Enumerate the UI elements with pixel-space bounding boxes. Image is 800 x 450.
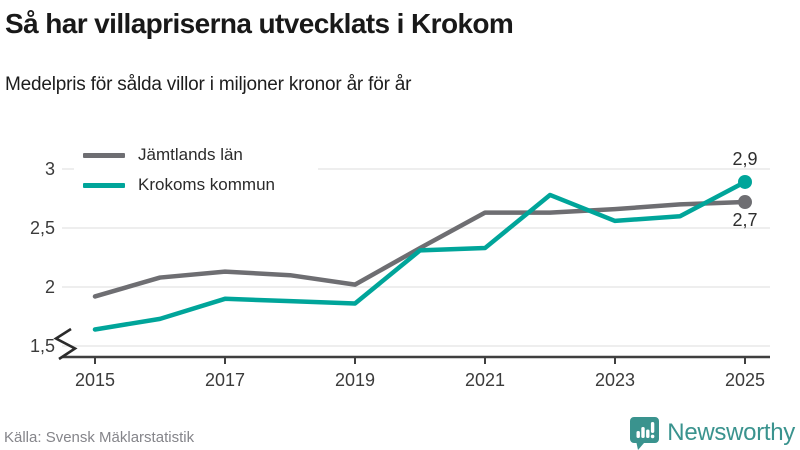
x-tick-label: 2015 — [75, 370, 115, 390]
x-tick-label: 2019 — [335, 370, 375, 390]
x-tick-label: 2021 — [465, 370, 505, 390]
y-tick-label: 3 — [45, 159, 55, 179]
x-tick-label: 2023 — [595, 370, 635, 390]
y-tick-label: 1,5 — [30, 336, 55, 356]
legend-backdrop — [74, 141, 318, 203]
newsworthy-bar-chart-bubble-icon — [630, 417, 660, 450]
legend-label: Krokoms kommun — [138, 175, 275, 194]
legend: Jämtlands län Krokoms kommun — [83, 140, 275, 200]
x-tick-label: 2025 — [725, 370, 765, 390]
legend-swatch-line-icon — [83, 182, 125, 188]
series-endpoint-dot — [738, 174, 752, 189]
brand-name: Newsworthy — [667, 419, 795, 446]
source-note: Källa: Svensk Mäklarstatistik — [4, 429, 195, 446]
series-line — [92, 199, 748, 299]
series-line — [92, 179, 748, 332]
series-end-label: 2,7 — [732, 210, 757, 230]
brand-logo: Newsworthy — [630, 416, 795, 450]
series-endpoint-dot — [738, 195, 752, 210]
legend-swatch-line-icon — [83, 152, 125, 158]
legend-item-jamtlands-lan: Jämtlands län — [83, 140, 275, 170]
legend-item-krokoms-kommun: Krokoms kommun — [83, 170, 275, 200]
y-axis-break-icon — [53, 327, 78, 361]
y-tick-label: 2,5 — [30, 218, 55, 238]
page-title: Så har villapriserna utvecklats i Krokom — [5, 8, 514, 39]
series-end-label: 2,9 — [732, 149, 757, 169]
page-subtitle: Medelpris för sålda villor i miljoner kr… — [5, 74, 412, 95]
x-tick-label: 2017 — [205, 370, 245, 390]
legend-label: Jämtlands län — [138, 145, 243, 164]
y-tick-label: 2 — [45, 277, 55, 297]
